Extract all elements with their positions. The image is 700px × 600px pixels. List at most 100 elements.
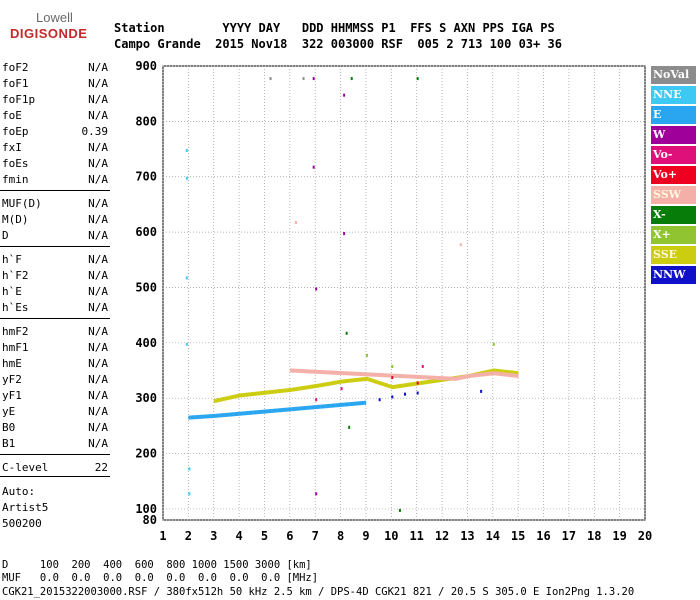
data-point [362,372,365,377]
param-value: N/A [88,173,108,186]
data-point [311,405,314,410]
data-point [336,370,339,375]
param-label: foE [2,109,22,122]
data-point [404,374,406,379]
data-point [293,387,296,392]
data-point [344,402,347,407]
data-point [315,287,318,291]
data-point [210,414,213,419]
data-point [349,371,352,376]
data-point [300,386,303,391]
data-point [398,373,401,378]
y-tick-label: 200 [135,447,157,461]
param-value: 0.39 [81,125,109,138]
data-point [360,372,363,377]
logo-digisonde: DIGISONDE [10,26,88,41]
x-tick-label: 9 [362,529,369,543]
data-point [376,372,379,377]
x-tick-label: 3 [210,529,217,543]
data-point [353,371,356,376]
x-tick-label: 4 [235,529,242,543]
data-point [343,232,346,236]
data-point [233,412,236,417]
data-point [282,407,285,412]
data-point [382,382,385,387]
data-point [244,411,247,416]
data-point [289,407,292,412]
param-label: B0 [2,421,16,434]
data-point [371,372,374,377]
data-point [231,395,234,400]
data-point [306,385,309,390]
data-point [416,374,419,379]
data-point [423,375,426,380]
data-point [220,397,223,402]
data-point [425,380,428,385]
data-point [293,368,296,373]
data-point [344,379,347,384]
data-point [297,386,300,391]
data-point [230,395,233,400]
data-point [464,374,467,379]
data-point [188,492,191,496]
data-point [324,382,327,387]
data-point [478,372,481,377]
data-point [501,372,504,377]
legend-item-nnw: NNW [651,266,696,284]
data-point [385,383,388,388]
data-point [246,392,249,397]
data-point [307,385,310,390]
data-point [220,413,223,418]
footer-muf-row: MUF 0.0 0.0 0.0 0.0 0.0 0.0 0.0 0.0 [MHz… [2,572,319,584]
data-point [367,377,370,382]
data-point [329,381,332,386]
x-tick-label: 20 [638,529,652,543]
data-point [490,371,493,376]
data-point [322,370,325,375]
legend-item-nne: NNE [651,86,696,104]
legend-item-vo: Vo- [651,146,696,164]
data-point [431,379,434,384]
param-label: foF1 [2,77,29,90]
data-point [369,372,372,377]
data-point [461,375,464,380]
data-point [313,405,316,410]
data-point [302,406,305,411]
param-value: N/A [88,437,108,450]
param-value: N/A [88,301,108,314]
data-point [286,388,289,393]
data-point [443,376,446,381]
data-point [391,376,394,380]
data-point [309,405,312,410]
data-point [331,403,334,408]
data-point [320,404,323,409]
data-point [275,408,278,413]
legend-item-vo: Vo+ [651,166,696,184]
data-point [228,412,231,417]
data-point [438,375,441,380]
data-point [282,388,285,393]
x-tick-label: 1 [159,529,166,543]
data-point [251,392,254,397]
param-value: N/A [88,197,108,210]
data-point [185,149,188,153]
data-point [351,378,354,383]
data-point [304,385,307,390]
data-point [391,373,394,378]
data-point [291,407,294,412]
y-tick-label: 600 [135,225,157,239]
data-point [291,387,294,392]
data-point [264,390,267,395]
data-point [422,380,425,385]
data-point [405,374,408,379]
data-point [264,409,267,414]
data-point [237,411,240,416]
data-point [474,373,477,378]
header-values: Campo Grande 2015 Nov18 322 003000 RSF 0… [114,37,562,51]
legend-item-noval: NoVal [651,66,696,84]
data-point [257,410,260,415]
data-point [237,393,240,398]
data-point [278,408,281,413]
param-value: N/A [88,325,108,338]
data-point [230,412,233,417]
